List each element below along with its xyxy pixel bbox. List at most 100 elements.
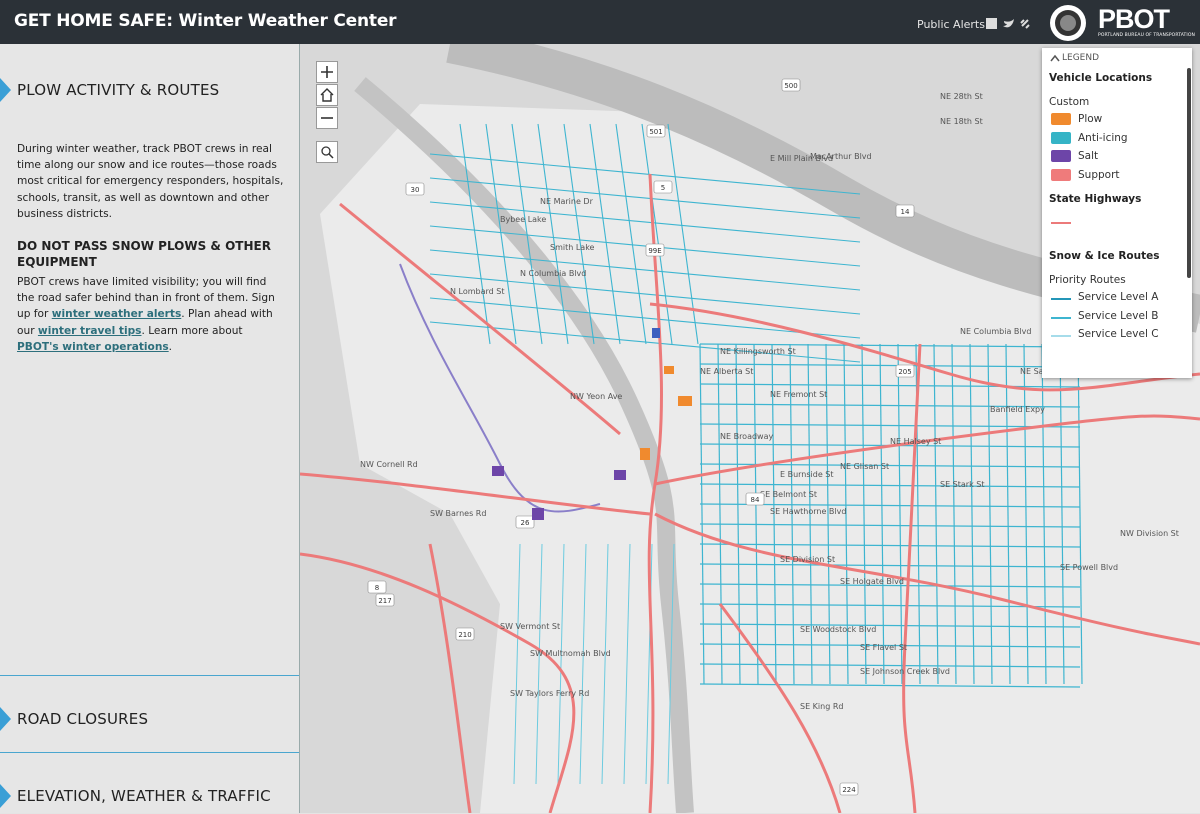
legend-item-label: Anti-icing <box>1078 131 1128 144</box>
route-line <box>429 177 861 219</box>
public-alerts-link[interactable]: Public Alerts <box>917 18 985 31</box>
route-line <box>429 273 861 315</box>
legend-swatch <box>1051 150 1071 162</box>
collapse-icon[interactable] <box>1050 54 1060 62</box>
route-line <box>615 123 647 345</box>
text: . Plan ahead with our <box>17 308 273 337</box>
anti-icing-icon[interactable] <box>652 328 660 338</box>
route-line <box>699 603 1081 608</box>
route-line <box>717 343 723 685</box>
street-label: MacArthur Blvd <box>810 152 872 161</box>
shield-label: 217 <box>378 597 391 605</box>
link[interactable]: winter travel tips <box>37 324 142 337</box>
shield <box>455 627 475 641</box>
section-title: ELEVATION, WEATHER & TRAFFIC <box>17 787 271 805</box>
shield-label: 26 <box>521 519 530 527</box>
route-line <box>459 123 491 345</box>
route-line <box>429 225 861 267</box>
section-title: ROAD CLOSURES <box>17 710 149 728</box>
link-icon[interactable] <box>1020 19 1030 29</box>
subheading: DO NOT PASS SNOW PLOWS & OTHER EQUIPMENT <box>17 239 271 269</box>
shield <box>895 204 915 218</box>
street-label: NE 18th St <box>940 117 983 126</box>
shield <box>781 78 801 92</box>
legend-swatch <box>1051 222 1071 224</box>
plow-icon[interactable] <box>640 448 650 460</box>
route-line <box>699 403 1081 408</box>
route-line <box>699 423 1081 428</box>
street-label: SE Woodstock Blvd <box>800 625 876 634</box>
street-label: NE Broadway <box>720 432 774 441</box>
search-button[interactable] <box>316 141 338 163</box>
street-label: SE Powell Blvd <box>1060 563 1118 572</box>
route-line <box>589 123 621 345</box>
route-line <box>1077 343 1083 685</box>
facebook-icon[interactable] <box>986 18 997 29</box>
zoom-in-button[interactable] <box>316 61 338 83</box>
section-header[interactable]: PLOW ACTIVITY & ROUTES <box>0 72 300 108</box>
route-line <box>429 249 861 291</box>
route-line <box>1041 343 1047 685</box>
shield-label: 224 <box>842 786 856 794</box>
route-line <box>771 343 777 685</box>
street-label: SW Multnomah Blvd <box>530 649 611 658</box>
street-label: NE Columbia Blvd <box>960 327 1031 336</box>
shield <box>645 243 665 257</box>
shield <box>839 782 859 796</box>
plow-icon[interactable] <box>664 366 674 374</box>
shield <box>745 492 765 506</box>
route-line <box>667 543 675 785</box>
shield-label: 14 <box>901 208 910 216</box>
route-line <box>987 343 993 685</box>
shield <box>895 364 915 378</box>
plow-icon[interactable] <box>678 396 692 406</box>
route-line <box>485 123 517 345</box>
street-label: E Mill Plain Blvd <box>770 154 833 163</box>
scrollbar[interactable] <box>1187 68 1191 278</box>
route-line <box>699 343 705 685</box>
link[interactable]: winter weather alerts <box>51 308 182 321</box>
zoom-out-button[interactable] <box>316 107 338 129</box>
link[interactable]: PBOT's winter operations <box>17 340 169 353</box>
street-label: NE Glisan St <box>840 462 889 471</box>
street-label: SE Flavel St <box>860 643 907 652</box>
text: . <box>168 340 173 353</box>
route-line <box>861 343 867 685</box>
shield <box>515 515 535 529</box>
route-line <box>897 343 903 685</box>
legend-item-label: Service Level C <box>1078 328 1159 340</box>
divider <box>0 675 299 676</box>
street-label: NE Fremont St <box>770 390 827 399</box>
route-line <box>601 543 609 785</box>
route-line <box>699 643 1081 648</box>
section-title: PLOW ACTIVITY & ROUTES <box>17 81 220 99</box>
shield-label: 99E <box>648 247 661 255</box>
section-header[interactable]: ROAD CLOSURES <box>0 701 300 737</box>
pbot-logo[interactable]: PBOT <box>1098 4 1170 34</box>
section-arrow <box>0 78 11 102</box>
street-label: NE Marine Dr <box>540 197 594 206</box>
salt-icon[interactable] <box>532 508 544 520</box>
route-line <box>429 201 861 243</box>
street-label: Smith Lake <box>550 243 595 252</box>
route-line <box>623 543 631 785</box>
legend-swatch <box>1051 168 1071 181</box>
legend-group-title: Vehicle Locations <box>1049 72 1153 84</box>
shield <box>405 182 425 196</box>
safety-text: PBOT crews have limited visibility; you … <box>17 274 285 355</box>
street-label: SE Division St <box>780 555 835 564</box>
vehicles <box>492 328 692 520</box>
route-line <box>513 543 521 785</box>
route-line <box>429 153 861 195</box>
street-label: SW Taylors Ferry Rd <box>510 689 589 698</box>
text: PBOT crews have limited visibility; you … <box>17 276 275 321</box>
map-labels: NE Marine Dr N Columbia Blvd Smith Lake Byb… <box>360 92 1179 711</box>
home-button[interactable] <box>316 84 338 106</box>
salt-icon[interactable] <box>614 470 626 480</box>
twitter-icon[interactable] <box>1003 19 1014 28</box>
salt-icon[interactable] <box>492 466 504 476</box>
section-header[interactable]: ELEVATION, WEATHER & TRAFFIC <box>0 778 300 814</box>
street-label: Banfield Expy <box>990 405 1045 414</box>
street-label: NE Halsey St <box>890 437 941 446</box>
legend-toggle[interactable]: LEGEND <box>1062 53 1100 63</box>
